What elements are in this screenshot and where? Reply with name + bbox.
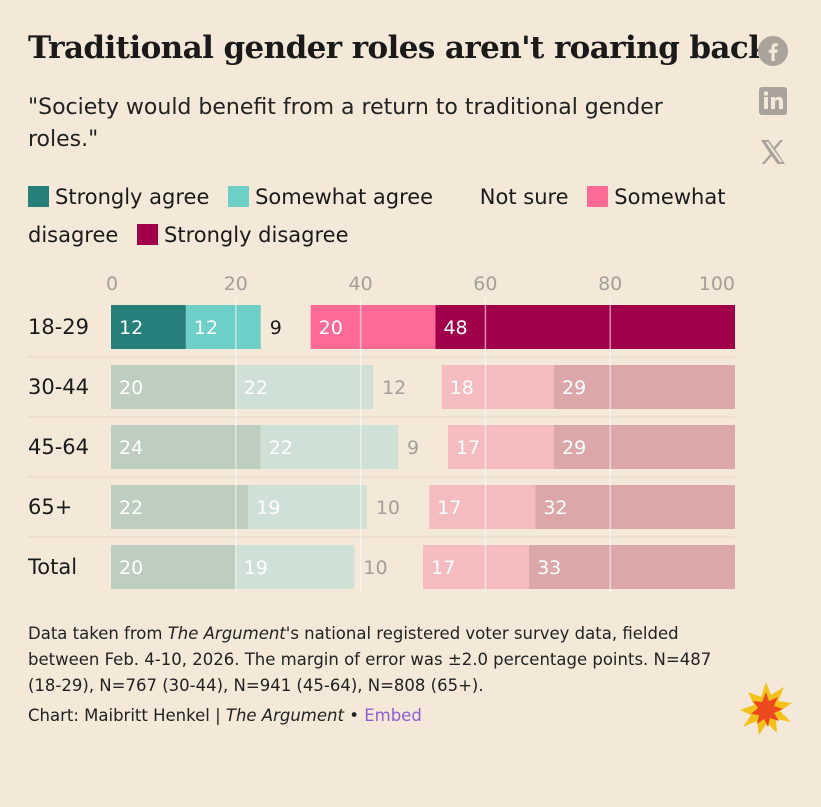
data-label: 22 <box>244 377 268 399</box>
legend-swatch <box>28 186 49 207</box>
x-tick-label: 0 <box>106 273 118 295</box>
credit-publication: The Argument <box>225 706 344 725</box>
legend-label: Somewhat agree <box>255 185 434 209</box>
bar-strongly-disagree <box>554 425 735 469</box>
x-icon[interactable] <box>756 135 790 169</box>
data-label: 22 <box>269 437 293 459</box>
notes-text: 's national registered voter survey data… <box>28 624 712 695</box>
data-label: 17 <box>456 437 480 459</box>
x-tick-label: 20 <box>224 273 248 295</box>
bar-somewhat-disagree <box>423 545 530 589</box>
data-label: 29 <box>562 437 586 459</box>
bar-somewhat-disagree <box>447 425 555 469</box>
legend-swatch <box>452 186 474 207</box>
bar-somewhat-agree <box>235 545 355 589</box>
legend-item-strongly-disagree: Strongly disagree <box>137 223 349 247</box>
legend-swatch <box>137 224 159 245</box>
bar-strongly-agree <box>111 305 186 349</box>
legend-item-not-sure: Not sure <box>452 185 569 209</box>
bar-somewhat-agree <box>260 425 399 469</box>
chart-legend: Strongly agree Somewhat agree Not sure S… <box>28 178 728 254</box>
category-label: Total <box>27 555 77 579</box>
chart-credit: Chart: Maibritt Henkel | The Argument • … <box>28 706 422 725</box>
data-label: 32 <box>543 497 567 519</box>
bar-strongly-agree <box>111 365 236 409</box>
embed-link[interactable]: Embed <box>364 706 422 725</box>
category-label: 18-29 <box>28 315 89 339</box>
data-label: 12 <box>194 317 218 339</box>
data-label: 9 <box>407 437 419 459</box>
credit-author: Chart: Maibritt Henkel | <box>28 706 226 725</box>
data-label: 9 <box>270 317 282 339</box>
data-label: 24 <box>119 437 143 459</box>
x-tick-label: 40 <box>349 273 373 295</box>
bar-somewhat-agree <box>248 485 367 529</box>
linkedin-icon[interactable] <box>756 84 790 118</box>
bar-strongly-agree <box>111 545 236 589</box>
bar-strongly-disagree <box>529 545 735 589</box>
bar-strongly-agree <box>111 485 249 529</box>
bar-somewhat-disagree <box>441 365 555 409</box>
category-label: 65+ <box>28 495 72 519</box>
bar-strongly-disagree <box>435 305 735 349</box>
x-tick-label: 100 <box>699 273 735 295</box>
bar-somewhat-agree <box>235 365 374 409</box>
data-label: 33 <box>537 557 561 579</box>
bar-somewhat-disagree <box>429 485 536 529</box>
legend-label: Strongly agree <box>55 185 210 209</box>
data-label: 19 <box>256 497 280 519</box>
data-label: 12 <box>119 317 143 339</box>
category-label: 30-44 <box>28 375 89 399</box>
data-label: 10 <box>376 497 400 519</box>
notes-source: The Argument <box>167 624 286 643</box>
chart-notes: Data taken from The Argument's national … <box>28 621 748 699</box>
stacked-bar-chart: 0 20 40 60 80 100 18-29 12 12 9 20 48 30-44 20 22 12 18 2… <box>27 273 735 592</box>
bar-somewhat-disagree <box>310 305 436 349</box>
notes-text: Data taken from <box>28 624 168 643</box>
data-label: 10 <box>363 557 387 579</box>
data-label: 18 <box>450 377 474 399</box>
data-label: 17 <box>431 557 455 579</box>
legend-item-somewhat-agree: Somewhat agree <box>228 185 433 209</box>
legend-swatch <box>228 186 250 207</box>
data-label: 29 <box>562 377 586 399</box>
credit-separator: • <box>343 706 365 725</box>
bar-strongly-disagree <box>554 365 735 409</box>
x-tick-label: 80 <box>598 273 622 295</box>
legend-item-strongly-agree: Strongly agree <box>28 185 209 209</box>
legend-label: Not sure <box>479 185 569 209</box>
data-label: 22 <box>119 497 143 519</box>
data-label: 19 <box>244 557 268 579</box>
legend-label: Somewhat disagree <box>28 185 726 247</box>
legend-item-somewhat-disagree: Somewhat disagree <box>28 185 725 247</box>
bar-strongly-disagree <box>535 485 735 529</box>
data-label: 20 <box>119 557 143 579</box>
data-label: 12 <box>382 377 406 399</box>
burst-logo-icon <box>740 682 792 735</box>
data-label: 20 <box>319 317 343 339</box>
bar-somewhat-agree <box>185 305 261 349</box>
legend-label: Strongly disagree <box>164 223 349 247</box>
x-tick-label: 60 <box>473 273 497 295</box>
chart-subtitle: "Society would benefit from a return to … <box>28 95 663 152</box>
category-label: 45-64 <box>28 435 89 459</box>
data-label: 17 <box>437 497 461 519</box>
legend-swatch <box>587 186 609 207</box>
data-label: 20 <box>119 377 143 399</box>
chart-title: Traditional gender roles aren't roaring … <box>28 30 770 66</box>
facebook-icon[interactable] <box>756 34 790 68</box>
data-label: 48 <box>443 317 467 339</box>
